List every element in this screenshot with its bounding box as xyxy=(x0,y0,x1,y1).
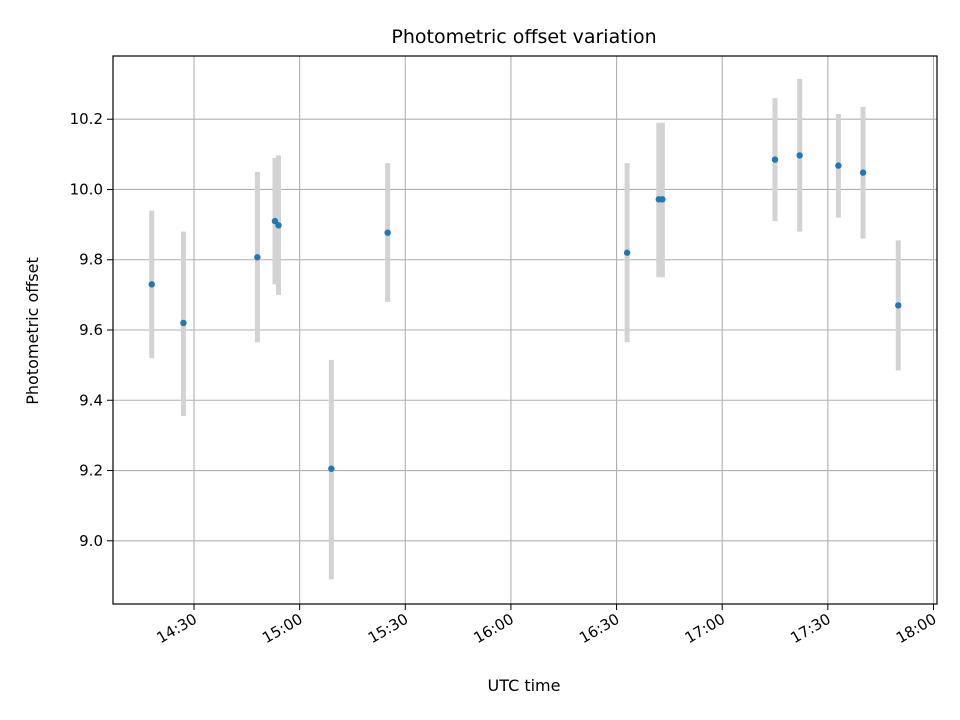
data-point xyxy=(384,229,391,236)
data-point xyxy=(180,319,187,327)
data-point xyxy=(796,152,803,159)
y-axis-label: Photometric offset xyxy=(23,257,42,405)
y-axis-ticks: 9.0 9.2 9.4 9.6 9.8 10.0 10.2 xyxy=(70,110,113,550)
data-point xyxy=(659,196,666,203)
x-axis-label: UTC time xyxy=(488,676,561,695)
data-point xyxy=(859,169,867,176)
y-tick-label: 9.8 xyxy=(79,251,103,269)
y-tick-label: 9.6 xyxy=(79,321,103,339)
y-tick-label: 9.0 xyxy=(79,532,103,550)
data-points xyxy=(148,152,902,472)
y-tick-label: 10.0 xyxy=(70,180,103,198)
data-point xyxy=(328,465,335,472)
data-point xyxy=(895,302,902,309)
y-tick-label: 9.2 xyxy=(79,462,103,480)
data-point xyxy=(771,156,779,163)
data-point xyxy=(148,281,155,288)
y-tick-label: 9.4 xyxy=(79,391,103,409)
data-point xyxy=(271,217,279,225)
data-point xyxy=(275,222,282,229)
data-point xyxy=(254,254,261,261)
y-tick-label: 10.2 xyxy=(70,110,103,128)
data-point xyxy=(623,249,631,256)
chart-title: Photometric offset variation xyxy=(391,26,656,48)
data-point xyxy=(835,162,842,169)
